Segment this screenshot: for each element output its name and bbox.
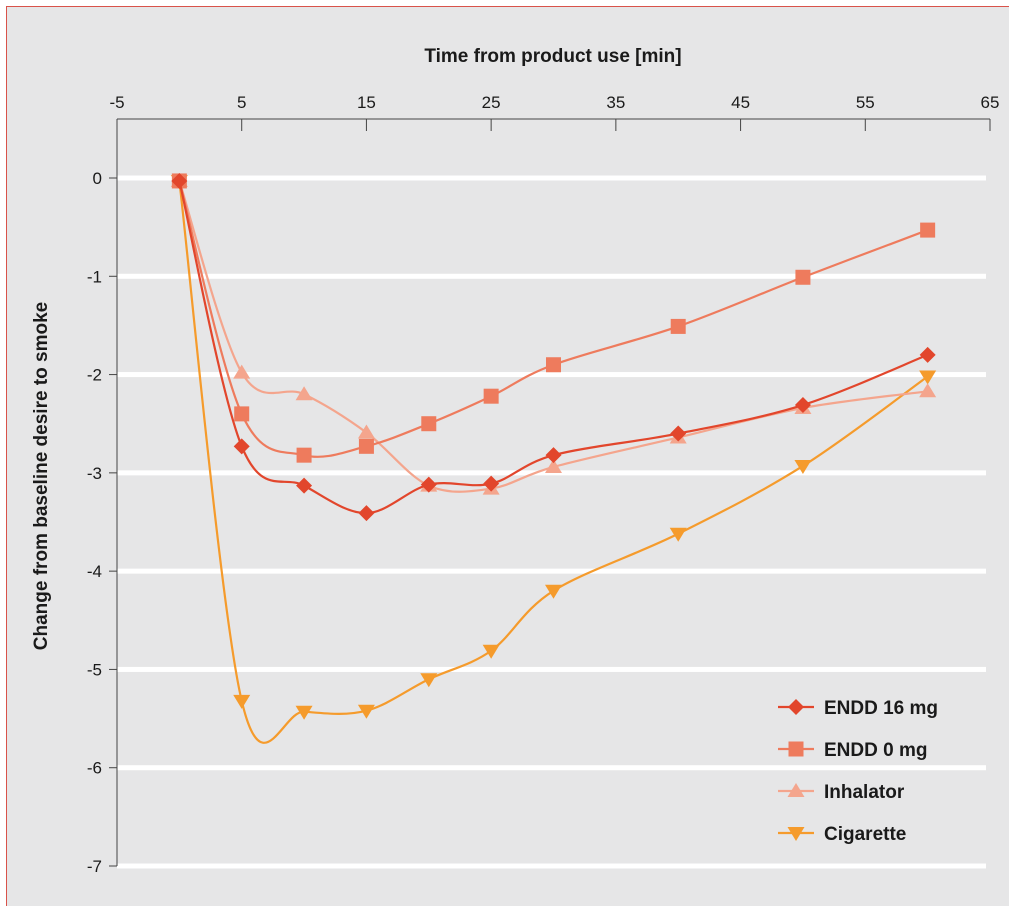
data-point — [233, 364, 251, 379]
legend-swatch-marker — [788, 699, 804, 715]
legend-item: Inhalator — [778, 782, 905, 803]
y-tick-label: 0 — [93, 169, 102, 188]
legend-label: ENDD 0 mg — [824, 740, 927, 761]
data-point — [482, 644, 500, 659]
x-tick-label: 25 — [482, 93, 501, 112]
data-point — [670, 425, 687, 442]
data-point — [420, 476, 437, 493]
y-tick-label: -5 — [87, 660, 102, 679]
data-point — [795, 269, 811, 285]
axes: 0 -1 -2 -3 -4 -5 -6 -7 -5 5 15 25 35 45 55 65 — [87, 93, 1000, 876]
x-tick-label: 15 — [357, 93, 376, 112]
data-point — [420, 673, 438, 688]
data-point — [545, 447, 562, 464]
series-line — [178, 180, 929, 458]
x-tick-label: 5 — [237, 93, 246, 112]
grid-lines — [117, 175, 986, 869]
x-axis-title: Time from product use [min] — [424, 46, 681, 67]
series-line — [178, 180, 929, 744]
y-tick-label: -1 — [87, 267, 102, 286]
data-point — [296, 447, 312, 463]
x-tick-label: -5 — [109, 93, 124, 112]
data-point — [670, 318, 686, 334]
data-point — [233, 694, 251, 709]
data-point — [919, 383, 937, 398]
gridline — [117, 568, 986, 574]
data-point — [669, 527, 687, 542]
data-point — [794, 397, 811, 414]
x-tick-label: 35 — [606, 93, 625, 112]
legend: ENDD 16 mg ENDD 0 mg Inhalator Cigarette — [778, 698, 938, 845]
chart-frame — [6, 6, 1009, 906]
legend-label: ENDD 16 mg — [824, 698, 938, 719]
data-point — [794, 459, 812, 474]
y-tick-label: -6 — [87, 759, 102, 778]
x-tick-label: 55 — [856, 93, 875, 112]
series-layer — [170, 172, 937, 744]
legend-swatch-marker — [787, 783, 805, 797]
y-tick-label: -4 — [87, 562, 102, 581]
data-point — [295, 386, 313, 401]
data-point — [545, 458, 562, 473]
legend-swatch-marker — [787, 827, 805, 841]
data-point — [483, 388, 499, 404]
data-point — [233, 438, 250, 455]
gridline — [117, 863, 986, 869]
gridline — [117, 372, 986, 378]
data-point — [545, 584, 562, 599]
x-tick-label: 45 — [731, 93, 750, 112]
y-tick-label: -3 — [87, 464, 102, 483]
gridline — [117, 666, 986, 672]
legend-item: ENDD 16 mg — [778, 698, 938, 719]
data-point — [234, 406, 250, 422]
x-tick-label: 65 — [981, 93, 1000, 112]
data-point — [920, 222, 936, 238]
data-point — [421, 416, 437, 432]
data-point — [357, 424, 375, 439]
data-point — [171, 172, 188, 189]
series-endd-0-mg — [171, 173, 936, 463]
data-point — [296, 477, 313, 494]
data-point — [358, 505, 375, 522]
series-endd-16-mg — [171, 172, 936, 522]
y-axis-title: Change from baseline desire to smoke — [31, 302, 52, 650]
gridline — [117, 273, 986, 279]
legend-swatch-marker — [788, 741, 804, 757]
legend-item: ENDD 0 mg — [778, 740, 927, 761]
data-point — [357, 704, 375, 719]
series-inhalator — [170, 172, 937, 495]
legend-label: Inhalator — [824, 782, 905, 803]
data-point — [358, 438, 374, 454]
y-tick-label: -2 — [87, 366, 102, 385]
y-tick-label: -7 — [87, 857, 102, 876]
data-point — [919, 346, 936, 363]
legend-item: Cigarette — [778, 824, 906, 845]
gridline — [117, 175, 986, 181]
data-point — [546, 357, 561, 373]
data-point — [295, 705, 313, 720]
data-point — [919, 370, 937, 385]
gridline — [117, 765, 986, 771]
series-line — [178, 180, 928, 493]
legend-label: Cigarette — [824, 824, 906, 845]
data-point — [483, 475, 500, 492]
